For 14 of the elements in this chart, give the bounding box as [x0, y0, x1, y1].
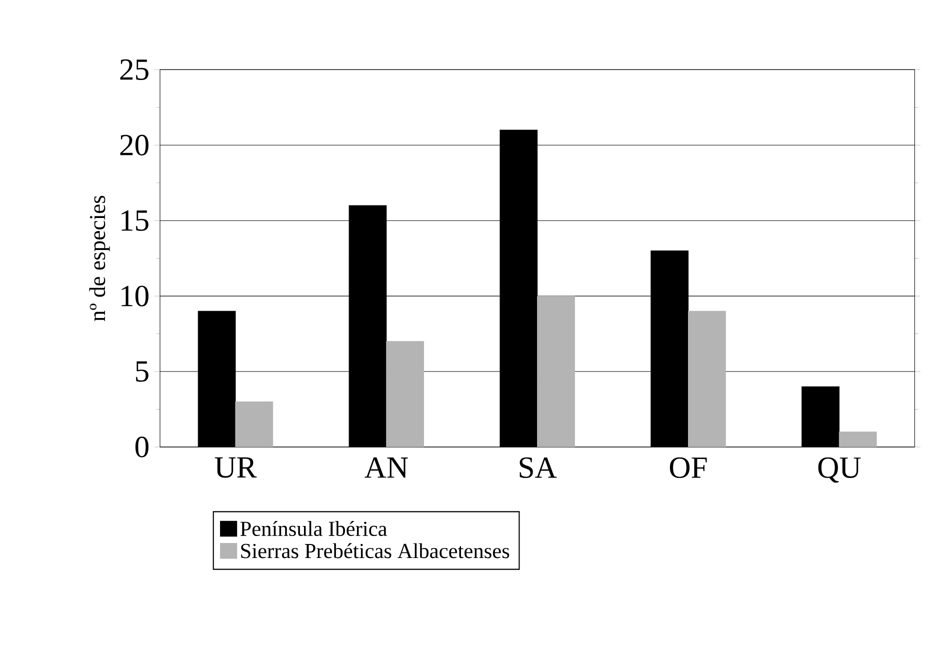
- y-tick-label: 25: [120, 59, 148, 80]
- x-tick-label: AN: [364, 457, 408, 478]
- x-tick-label: UR: [214, 457, 257, 478]
- x-tick-label: QU: [818, 457, 861, 483]
- legend-label: Península Ibérica: [240, 521, 387, 536]
- y-tick-label: 5: [136, 361, 148, 382]
- y-tick-label: 0: [135, 436, 148, 458]
- y-tick-label: 20: [120, 134, 148, 156]
- legend-label: Sierras Prebéticas Albacetenses: [241, 543, 510, 558]
- y-tick-label: 10: [122, 286, 148, 306]
- x-tick-label: OF: [670, 457, 707, 478]
- y-axis-title: nº de especies: [89, 196, 110, 322]
- x-tick-label: SA: [520, 457, 557, 478]
- y-tick-label: 15: [122, 210, 148, 231]
